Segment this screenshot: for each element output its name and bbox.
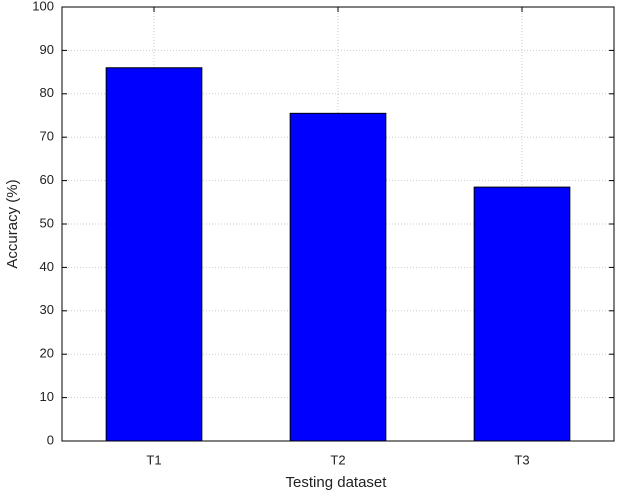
y-tick-label: 90 bbox=[40, 42, 54, 57]
bar bbox=[105, 67, 203, 442]
y-tick-label: 80 bbox=[40, 85, 54, 100]
y-tick-label: 0 bbox=[47, 432, 54, 447]
y-tick-label: 70 bbox=[40, 129, 54, 144]
y-axis-label: Accuracy (%) bbox=[4, 179, 21, 268]
y-tick-label: 100 bbox=[32, 0, 54, 13]
y-tick-label: 40 bbox=[40, 259, 54, 274]
bar bbox=[473, 186, 571, 442]
y-tick-label: 10 bbox=[40, 389, 54, 404]
y-tick-label: 50 bbox=[40, 215, 54, 230]
y-tick-label: 60 bbox=[40, 172, 54, 187]
y-tick-label: 20 bbox=[40, 346, 54, 361]
y-tick-label: 30 bbox=[40, 302, 54, 317]
x-tick-label: T2 bbox=[330, 452, 345, 467]
bar bbox=[289, 112, 387, 442]
x-tick-label: T3 bbox=[514, 452, 529, 467]
plot-frame bbox=[61, 6, 615, 442]
x-tick-label: T1 bbox=[146, 452, 161, 467]
x-axis-label: Testing dataset bbox=[286, 474, 388, 491]
